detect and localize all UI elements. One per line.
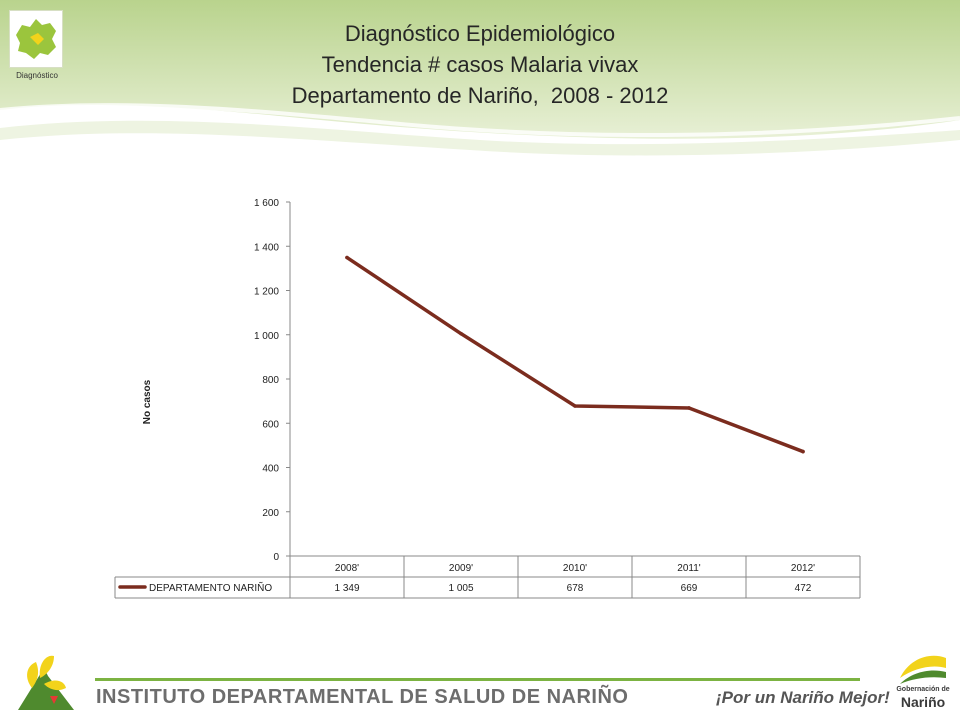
logo-caption: Diagnóstico [16,71,58,80]
data-point [345,255,349,260]
x-category-label: 2010' [563,563,587,574]
map-icon [16,19,56,59]
title-line-1: Diagnóstico Epidemiológico [344,21,616,46]
x-category-label: 2009' [449,563,473,574]
header-background [0,0,960,156]
y-tick-label: 1 400 [254,242,279,253]
y-tick-label: 1 000 [254,331,279,342]
y-tick-label: 200 [262,508,279,519]
data-point [687,406,691,410]
y-tick-label: 800 [262,375,279,386]
slogan: ¡Por un Nariño Mejor! [716,688,890,707]
x-category-label: 2011' [677,563,701,574]
x-category-label: 2012' [791,563,815,574]
y-tick-label: 1 600 [254,198,279,209]
y-axis-title: No casos [142,379,153,424]
y-tick-label: 400 [262,464,279,475]
y-tick-label: 600 [262,419,279,430]
footer-divider [95,678,860,681]
y-tick-label: 0 [273,552,279,563]
institute-name: INSTITUTO DEPARTAMENTAL DE SALUD DE NARI… [96,686,629,708]
table-value: 669 [681,583,698,594]
title-line-2: Tendencia # casos Malaria vivax [321,52,639,77]
table-value: 1 005 [448,583,473,594]
legend-label: DEPARTAMENTO NARIÑO [149,581,272,594]
table-value: 472 [795,583,812,594]
map-logo [9,10,63,68]
data-point [801,449,805,454]
page-title: Diagnóstico Epidemiológico Tendencia # c… [180,18,780,111]
gobernacion-logo [900,655,946,684]
data-point [573,404,577,408]
gobernacion-name: Nariño [900,694,946,710]
title-line-3: Departamento de Nariño, 2008 - 2012 [291,83,669,108]
x-category-label: 2008' [335,563,359,574]
table-value: 678 [567,583,584,594]
y-tick-label: 1 200 [254,287,279,298]
gobernacion-label: Gobernación de [896,686,950,693]
series-line-departamento-nari-o [345,255,805,454]
flower-logo [18,655,74,710]
table-value: 1 349 [334,583,359,594]
data-point [459,331,463,336]
